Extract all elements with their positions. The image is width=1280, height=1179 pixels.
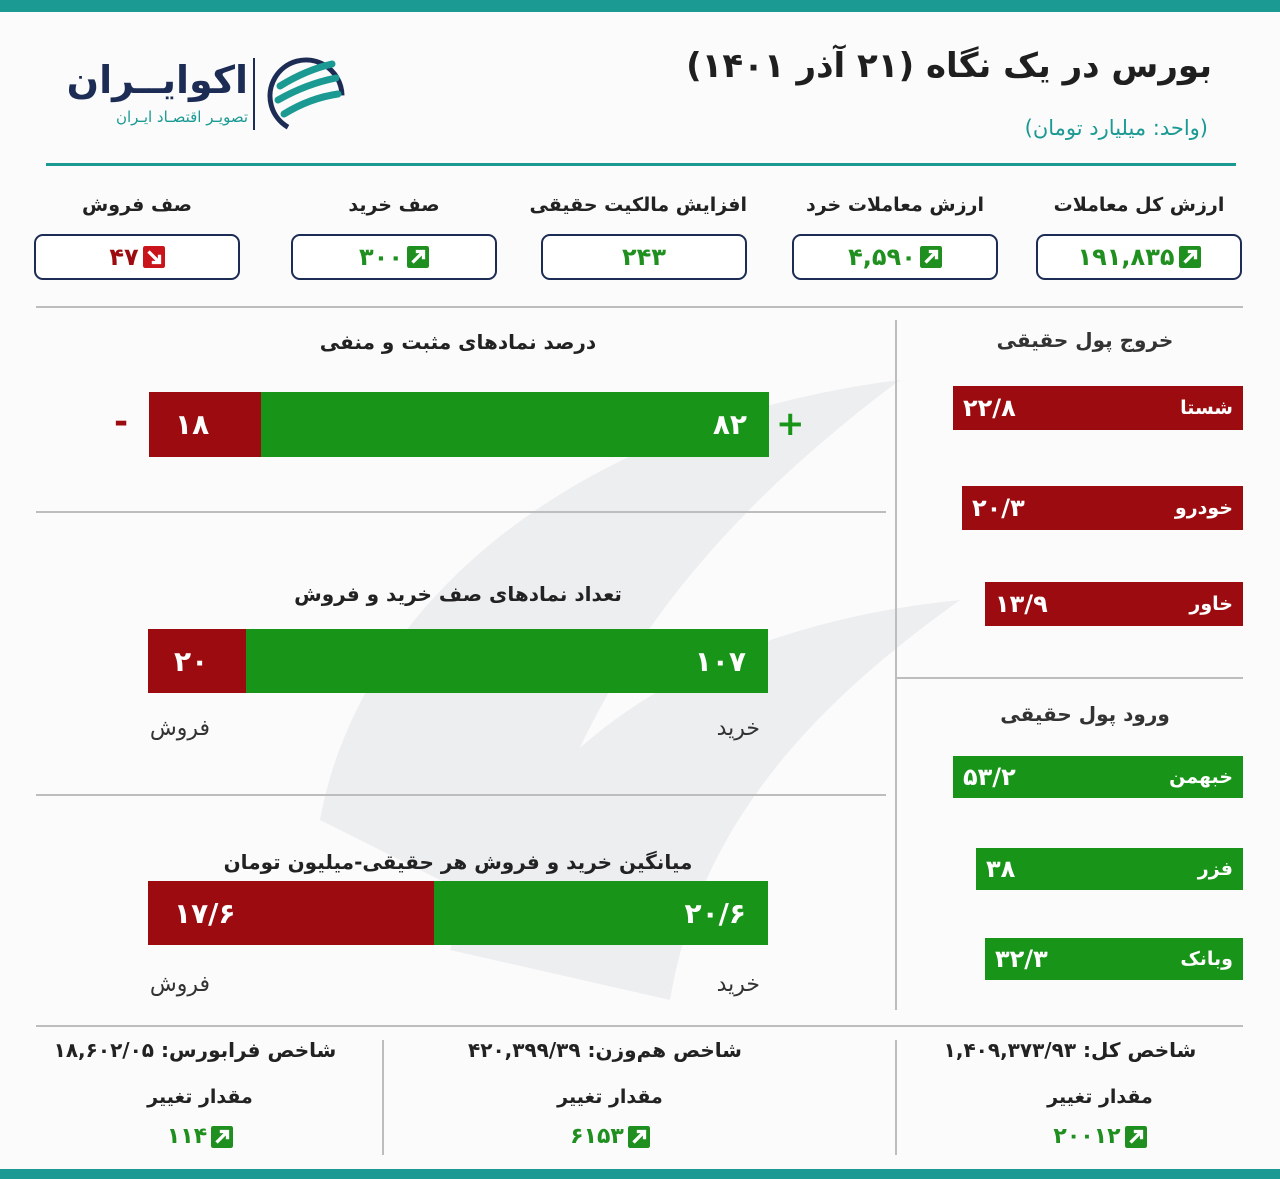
outflow-value: ۱۳/۹ bbox=[995, 590, 1048, 618]
stat-value-buy-queue: ۳۰۰ bbox=[359, 243, 403, 271]
bar-value-buy: ۲۰/۶ bbox=[684, 896, 747, 930]
chart-title-queue-counts: تعداد نمادهای صف خرید و فروش bbox=[294, 582, 622, 606]
outflow-bar: خودرو ۲۰/۳ bbox=[962, 486, 1243, 530]
index-farabourse-change-value: ۱۱۴ bbox=[166, 1124, 208, 1149]
bar-value-buy: ۱۰۷ bbox=[694, 644, 746, 678]
index-total: شاخص کل: ۱,۴۰۹,۳۷۳/۹۳ bbox=[943, 1038, 1197, 1062]
outflow-symbol: خاور bbox=[1189, 593, 1233, 615]
unit-subtitle: (واحد: میلیارد تومان) bbox=[1024, 116, 1208, 140]
index-equal-weight: شاخص هم‌وزن: ۴۲۰,۳۹۹/۳۹ bbox=[468, 1038, 742, 1062]
inflow-value: ۳۸ bbox=[986, 855, 1016, 883]
bar-value-sell: ۱۷/۶ bbox=[174, 896, 236, 930]
divider-line-vertical bbox=[382, 1040, 384, 1155]
index-total-change-value: ۲۰۰۱۲ bbox=[1053, 1124, 1121, 1149]
index-equal-weight-change: ۶۱۵۳ bbox=[530, 1124, 690, 1149]
stat-value-total-value: ۱۹۱,۸۳۵ bbox=[1077, 243, 1175, 271]
label-buy: خرید bbox=[716, 972, 760, 997]
chart-title-average-trade: میانگین خرید و فروش هر حقیقی-میلیون توما… bbox=[223, 850, 693, 874]
divider-line-vertical bbox=[895, 320, 897, 1010]
stat-box-buy-queue: ۳۰۰ bbox=[291, 234, 497, 280]
outflow-bar: شستا ۲۲/۸ bbox=[953, 386, 1243, 430]
bar-segment-sell: ۱۷/۶ bbox=[148, 881, 434, 945]
bar-value-positive: ۸۲ bbox=[712, 408, 747, 441]
outflow-symbol: خودرو bbox=[1174, 497, 1233, 519]
outflow-bar: خاور ۱۳/۹ bbox=[985, 582, 1243, 626]
bar-segment-positive: ۸۲ bbox=[261, 392, 769, 457]
stat-value-sell-queue: ۴۷ bbox=[109, 243, 139, 271]
inflow-bar: وبانک ۳۲/۳ bbox=[985, 938, 1243, 980]
stat-label-retail-value: ارزش معاملات خرد bbox=[805, 194, 984, 216]
positive-sign: + bbox=[776, 404, 805, 444]
stacked-bar-queue-counts: ۲۰ ۱۰۷ bbox=[148, 629, 768, 693]
arrow-up-icon bbox=[406, 246, 429, 268]
index-total-change: ۲۰۰۱۲ bbox=[1000, 1124, 1200, 1149]
chart-title-money-inflow: ورود پول حقیقی bbox=[1000, 702, 1170, 726]
inflow-value: ۵۳/۲ bbox=[963, 763, 1016, 791]
index-farabourse: شاخص فرابورس: ۱۸,۶۰۲/۰۵ bbox=[53, 1038, 337, 1062]
bar-segment-sell: ۲۰ bbox=[148, 629, 246, 693]
label-sell: فروش bbox=[149, 716, 210, 741]
stat-label-sell-queue: صف فروش bbox=[82, 194, 192, 216]
index-equal-weight-change-label: مقدار تغییر bbox=[557, 1086, 663, 1108]
stat-box-individual-ownership: ۲۴۳ bbox=[541, 234, 747, 280]
inflow-symbol: فزر bbox=[1197, 858, 1233, 880]
logo-subtext: تصویـر اقتصـاد ایـران bbox=[115, 108, 248, 126]
outflow-value: ۲۰/۳ bbox=[972, 494, 1025, 522]
negative-sign: - bbox=[114, 402, 129, 442]
stacked-bar-average-trade: ۱۷/۶ ۲۰/۶ bbox=[148, 881, 768, 945]
inflow-bar: خبهمن ۵۳/۲ bbox=[953, 756, 1243, 798]
arrow-up-icon bbox=[1124, 1125, 1147, 1148]
inflow-bar: فزر ۳۸ bbox=[976, 848, 1243, 890]
arrow-up-icon bbox=[627, 1125, 650, 1148]
arrow-up-icon bbox=[1178, 246, 1201, 268]
stat-value-retail-value: ۴,۵۹۰ bbox=[848, 243, 916, 271]
stat-label-total-value: ارزش کل معاملات bbox=[1053, 194, 1225, 216]
header-divider bbox=[46, 163, 1236, 166]
logo-text: اکوایــران bbox=[66, 58, 248, 102]
stacked-bar-positive-negative: ۱۸ ۸۲ bbox=[149, 392, 769, 457]
divider-line bbox=[896, 677, 1243, 679]
index-equal-weight-change-value: ۶۱۵۳ bbox=[570, 1124, 624, 1149]
stat-label-individual-ownership: افزایش مالکیت حقیقی bbox=[529, 194, 747, 216]
chart-title-positive-negative: درصد نمادهای مثبت و منفی bbox=[319, 330, 597, 354]
arrow-down-icon bbox=[142, 246, 165, 268]
bottom-accent-bar bbox=[0, 1169, 1280, 1179]
arrow-up-icon bbox=[211, 1125, 234, 1148]
stat-box-total-value: ۱۹۱,۸۳۵ bbox=[1036, 234, 1242, 280]
ecoiran-logo-icon bbox=[267, 57, 345, 135]
divider-line bbox=[36, 794, 886, 796]
bar-segment-negative: ۱۸ bbox=[149, 392, 261, 457]
bar-segment-buy: ۲۰/۶ bbox=[434, 881, 768, 945]
divider-line bbox=[36, 511, 886, 513]
label-sell: فروش bbox=[149, 972, 210, 997]
arrow-up-icon bbox=[919, 246, 942, 268]
index-farabourse-change: ۱۱۴ bbox=[120, 1124, 280, 1149]
stat-box-sell-queue: ۴۷ bbox=[34, 234, 240, 280]
logo-divider bbox=[253, 58, 255, 130]
inflow-value: ۳۲/۳ bbox=[995, 945, 1048, 973]
inflow-symbol: وبانک bbox=[1180, 948, 1233, 970]
index-farabourse-change-label: مقدار تغییر bbox=[147, 1086, 253, 1108]
bar-value-negative: ۱۸ bbox=[175, 408, 210, 441]
bar-value-sell: ۲۰ bbox=[174, 644, 209, 678]
outflow-value: ۲۲/۸ bbox=[963, 394, 1016, 422]
divider-line-vertical bbox=[895, 1040, 897, 1155]
chart-title-money-outflow: خروج پول حقیقی bbox=[996, 328, 1174, 352]
stat-value-individual-ownership: ۲۴۳ bbox=[622, 243, 666, 271]
index-total-change-label: مقدار تغییر bbox=[1047, 1086, 1153, 1108]
divider-line bbox=[36, 306, 1243, 308]
stat-box-retail-value: ۴,۵۹۰ bbox=[792, 234, 998, 280]
label-buy: خرید bbox=[716, 716, 760, 741]
stat-label-buy-queue: صف خرید bbox=[348, 194, 440, 216]
inflow-symbol: خبهمن bbox=[1169, 766, 1233, 788]
page-title: بورس در یک نگاه (۲۱ آذر ۱۴۰۱) bbox=[686, 46, 1212, 86]
divider-line bbox=[36, 1025, 1243, 1027]
outflow-symbol: شستا bbox=[1180, 397, 1233, 419]
bar-segment-buy: ۱۰۷ bbox=[246, 629, 768, 693]
top-accent-bar bbox=[0, 0, 1280, 12]
